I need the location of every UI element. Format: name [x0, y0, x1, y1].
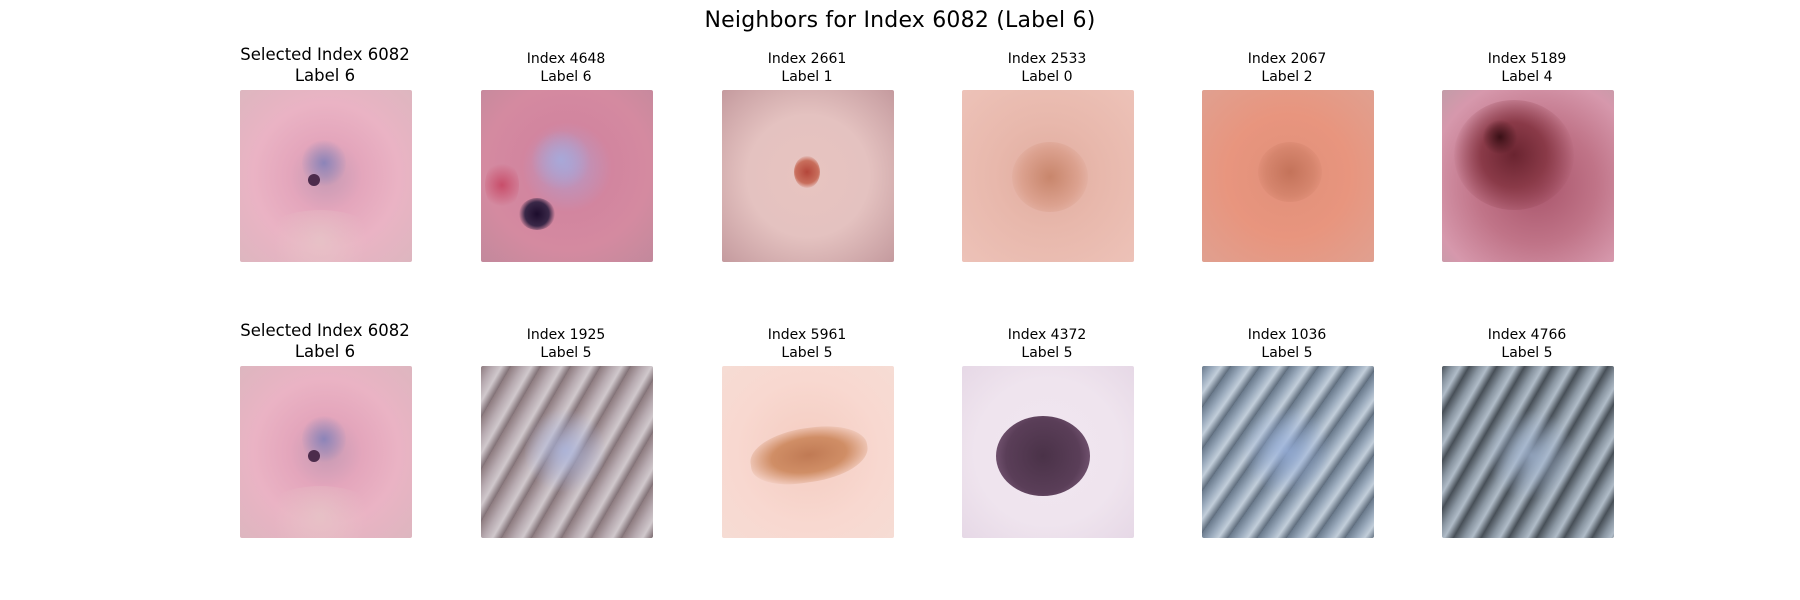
neighbor-caption-r2-1: Index 1925 Label 5: [446, 327, 686, 363]
neighbor-label: Label 4: [1501, 68, 1553, 85]
neighbor-title: Index 5189: [1487, 51, 1567, 67]
neighbor-caption-r1-1: Index 4648 Label 6: [446, 51, 686, 87]
neighbor-label: Label 6: [540, 68, 592, 85]
neighbor-label: Label 5: [540, 344, 592, 361]
neighbor-image-r2-1: [481, 366, 653, 538]
neighbor-title: Index 2533: [1007, 51, 1087, 67]
neighbor-label: Label 5: [1261, 344, 1313, 361]
neighbor-caption-r1-3: Index 2533 Label 0: [927, 51, 1167, 87]
neighbor-title: Index 4372: [1007, 327, 1087, 343]
neighbor-caption-r2-5: Index 4766 Label 5: [1407, 327, 1647, 363]
neighbor-image-r1-2: [722, 90, 894, 262]
selected-caption-row2: Selected Index 6082 Label 6: [205, 320, 445, 362]
selected-label: Label 6: [294, 66, 356, 86]
neighbor-label: Label 2: [1261, 68, 1313, 85]
selected-image-row2: [240, 366, 412, 538]
neighbor-title: Index 2067: [1247, 51, 1327, 67]
neighbor-caption-r2-3: Index 4372 Label 5: [927, 327, 1167, 363]
neighbor-caption-r1-5: Index 5189 Label 4: [1407, 51, 1647, 87]
neighbor-caption-r2-4: Index 1036 Label 5: [1167, 327, 1407, 363]
neighbor-title: Index 5961: [767, 327, 847, 343]
selected-label: Label 6: [294, 342, 356, 362]
neighbor-caption-r1-4: Index 2067 Label 2: [1167, 51, 1407, 87]
neighbor-title: Index 4648: [526, 51, 606, 67]
figure-title: Neighbors for Index 6082 (Label 6): [704, 8, 1096, 33]
neighbor-label: Label 5: [1501, 344, 1553, 361]
neighbor-image-r1-1: [481, 90, 653, 262]
neighbor-image-r1-5: [1442, 90, 1614, 262]
neighbor-image-r1-4: [1202, 90, 1374, 262]
neighbor-image-r2-2: [722, 366, 894, 538]
neighbor-caption-r1-2: Index 2661 Label 1: [687, 51, 927, 87]
neighbor-title: Index 1925: [526, 327, 606, 343]
selected-title: Selected Index 6082: [240, 321, 410, 340]
neighbor-image-r2-5: [1442, 366, 1614, 538]
neighbor-title: Index 4766: [1487, 327, 1567, 343]
neighbor-image-r2-4: [1202, 366, 1374, 538]
neighbor-label: Label 1: [781, 68, 833, 85]
selected-title: Selected Index 6082: [240, 45, 410, 64]
neighbor-caption-r2-2: Index 5961 Label 5: [687, 327, 927, 363]
neighbor-image-r1-3: [962, 90, 1134, 262]
neighbor-title: Index 1036: [1247, 327, 1327, 343]
selected-image-row1: [240, 90, 412, 262]
neighbor-label: Label 5: [1021, 344, 1073, 361]
neighbor-title: Index 2661: [767, 51, 847, 67]
neighbor-label: Label 0: [1021, 68, 1073, 85]
neighbor-image-r2-3: [962, 366, 1134, 538]
neighbor-label: Label 5: [781, 344, 833, 361]
selected-caption-row1: Selected Index 6082 Label 6: [205, 44, 445, 86]
